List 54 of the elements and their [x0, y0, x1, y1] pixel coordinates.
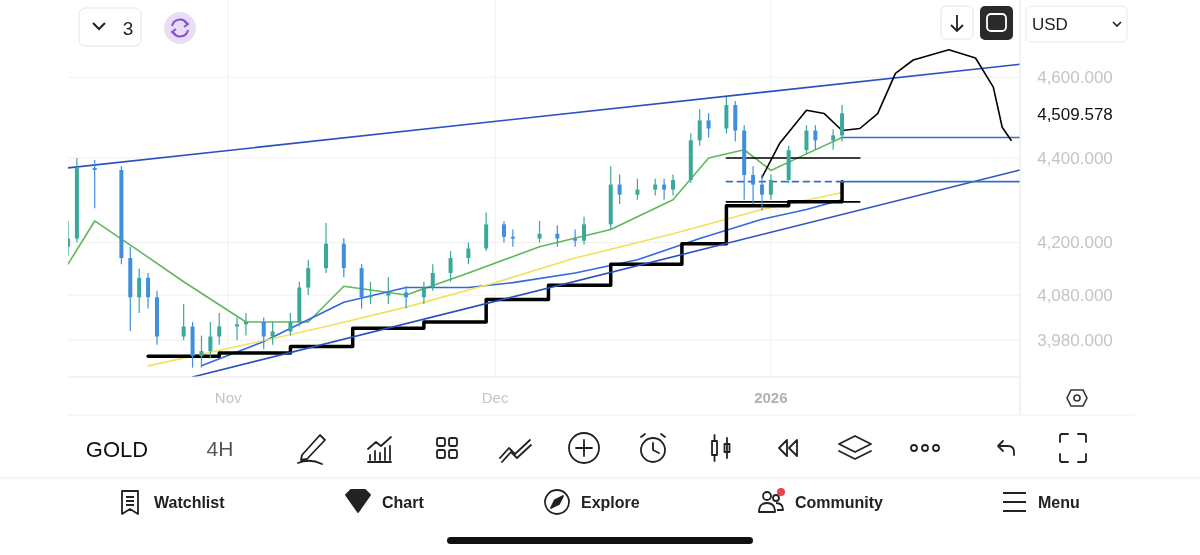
candlestick — [537, 220, 542, 244]
candlestick — [430, 263, 435, 292]
x-tick-label: Dec — [481, 389, 509, 407]
candlestick — [146, 272, 151, 310]
candlestick — [768, 173, 773, 201]
candlestick — [270, 321, 275, 346]
candlestick — [137, 267, 142, 314]
candlestick — [386, 276, 391, 305]
text: Community — [795, 493, 884, 511]
x-tick-label: 2026 — [754, 389, 788, 407]
candlestick — [751, 165, 756, 205]
text: USD — [1032, 14, 1068, 34]
candlestick — [635, 178, 640, 201]
text: 4,509.578 — [1037, 104, 1113, 124]
candlestick — [261, 316, 266, 350]
text: Explore — [581, 493, 640, 511]
y-tick-label: 4,600.000 — [1037, 68, 1113, 88]
candlestick — [199, 334, 204, 369]
y-tick-label: 4,080.000 — [1037, 286, 1113, 306]
candlestick — [92, 159, 97, 209]
candlestick — [288, 312, 293, 337]
candlestick — [510, 228, 515, 248]
candlestick — [840, 104, 845, 143]
annotation: 3 — [122, 17, 134, 39]
candlestick — [706, 112, 711, 139]
candlestick — [759, 173, 764, 211]
candlestick — [804, 124, 809, 155]
candlestick — [724, 96, 729, 134]
candlestick — [501, 220, 506, 244]
text: Watchlist — [154, 493, 226, 511]
candlestick — [306, 259, 311, 296]
candlestick — [555, 224, 560, 248]
candlestick — [421, 281, 426, 305]
text: Menu — [1038, 493, 1080, 511]
candlestick — [582, 216, 587, 246]
text: GOLD — [85, 436, 149, 462]
candlestick — [617, 173, 622, 205]
text: 4H — [206, 437, 234, 461]
y-tick-label: 4,400.000 — [1037, 148, 1113, 168]
x-tick-label: Nov — [214, 389, 242, 407]
candlestick — [831, 128, 836, 151]
y-tick-label: 3,980.000 — [1037, 331, 1113, 351]
y-tick-label: 4,200.000 — [1037, 233, 1113, 253]
candlestick — [448, 250, 453, 283]
candlestick — [217, 312, 222, 346]
candlestick — [208, 321, 213, 360]
candlestick — [813, 124, 818, 151]
candlestick — [404, 285, 409, 310]
candlestick — [466, 241, 471, 265]
candlestick — [181, 303, 186, 341]
candlestick — [662, 178, 667, 201]
candlestick — [671, 173, 676, 197]
text: Chart — [382, 493, 425, 511]
candlestick — [697, 108, 702, 147]
